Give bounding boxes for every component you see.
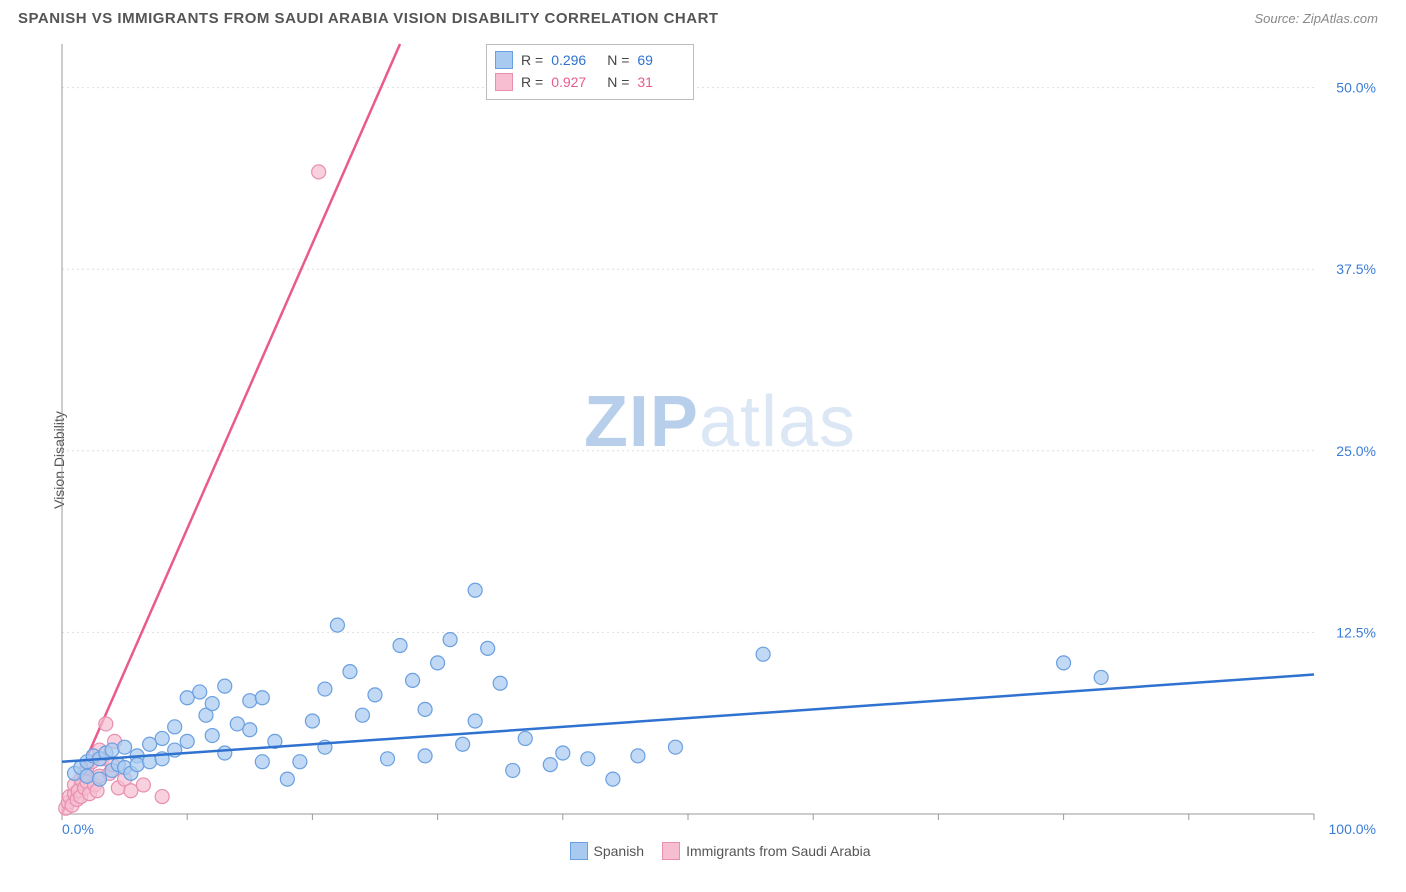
series-swatch bbox=[495, 51, 513, 69]
legend-label: Spanish bbox=[594, 843, 645, 859]
correlation-stats-box: R =0.296N =69R =0.927N =31 bbox=[486, 44, 694, 100]
legend-label: Immigrants from Saudi Arabia bbox=[686, 843, 870, 859]
svg-text:37.5%: 37.5% bbox=[1336, 261, 1376, 277]
stats-row: R =0.927N =31 bbox=[495, 71, 685, 93]
svg-text:25.0%: 25.0% bbox=[1336, 443, 1376, 459]
scatter-plot: 12.5%25.0%37.5%50.0%0.0%100.0% ZIPatlas … bbox=[54, 40, 1386, 836]
legend-item: Spanish bbox=[570, 842, 645, 860]
legend-item: Immigrants from Saudi Arabia bbox=[662, 842, 870, 860]
chart-title: SPANISH VS IMMIGRANTS FROM SAUDI ARABIA … bbox=[18, 10, 719, 27]
svg-text:100.0%: 100.0% bbox=[1329, 821, 1376, 836]
legend-swatch bbox=[570, 842, 588, 860]
svg-text:50.0%: 50.0% bbox=[1336, 80, 1376, 96]
chart-container: Vision Disability 12.5%25.0%37.5%50.0%0.… bbox=[18, 40, 1386, 880]
svg-text:0.0%: 0.0% bbox=[62, 821, 94, 836]
series-swatch bbox=[495, 73, 513, 91]
source-label: Source: ZipAtlas.com bbox=[1254, 11, 1378, 26]
svg-text:12.5%: 12.5% bbox=[1336, 624, 1376, 640]
legend: Spanish Immigrants from Saudi Arabia bbox=[54, 840, 1386, 880]
stats-row: R =0.296N =69 bbox=[495, 49, 685, 71]
legend-swatch bbox=[662, 842, 680, 860]
